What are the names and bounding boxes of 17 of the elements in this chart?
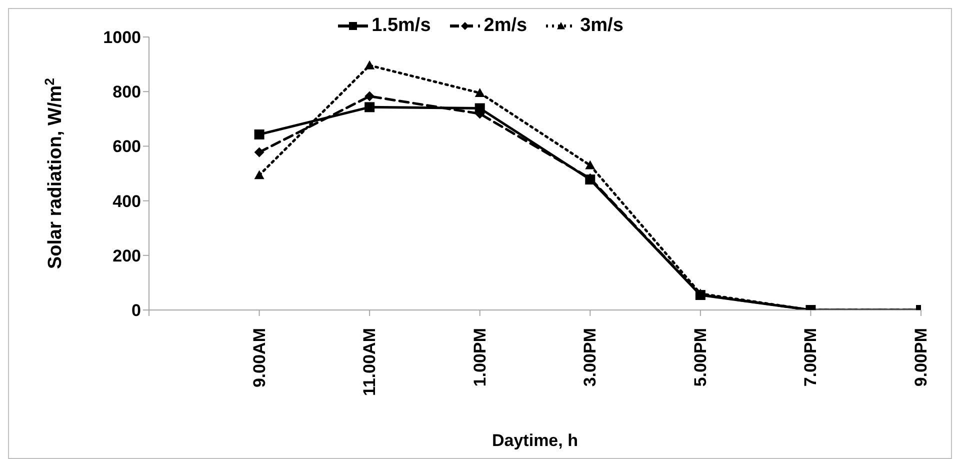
y-tick-label: 600 [112,137,141,156]
legend-label: 1.5m/s [372,15,431,37]
y-tick-label: 1000 [103,28,141,48]
x-tick-label: 11.00AM [360,328,380,396]
y-tick-label: 0 [132,301,141,320]
x-tick-label: 7.00PM [801,328,820,387]
x-tick-label: 9.00PM [912,328,930,387]
x-tick-label: 3.00PM [580,328,600,387]
y-tick-label: 800 [112,82,141,102]
legend-label: 3m/s [580,15,624,37]
legend-label: 2m/s [484,15,528,37]
y-tick-label: 400 [112,192,141,211]
x-axis-title: Daytime, h [492,431,578,450]
x-tick-label: 5.00PM [690,328,710,387]
y-tick-label: 200 [112,246,141,266]
x-tick-label: 9.00AM [250,328,269,388]
x-tick-label: 1.00PM [470,328,490,387]
